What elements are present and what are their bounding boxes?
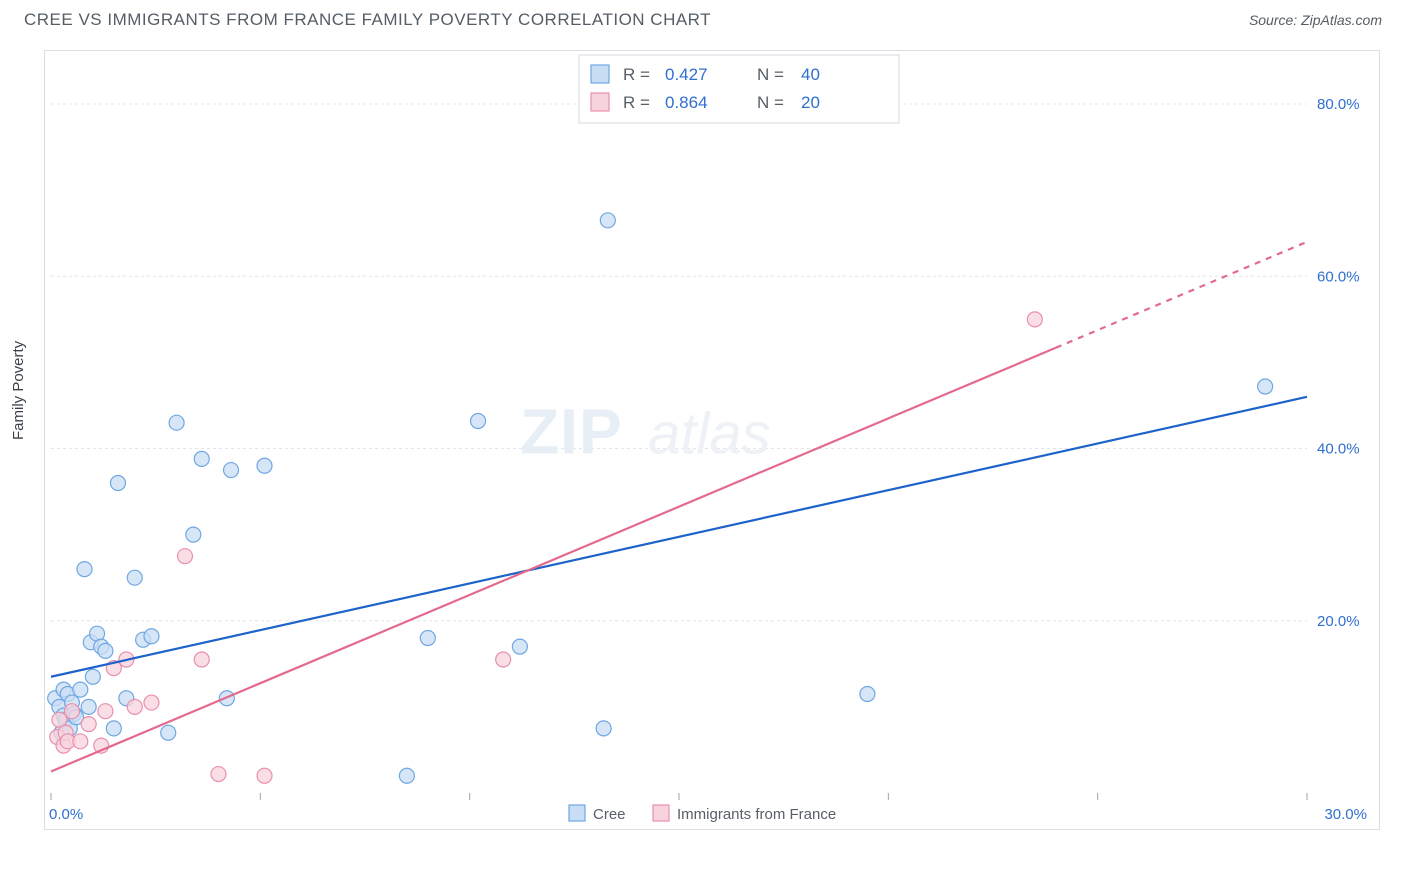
scatter-point-cree [73, 682, 88, 697]
scatter-point-cree [596, 721, 611, 736]
scatter-point-france [144, 695, 159, 710]
stats-n-value: 40 [801, 65, 820, 84]
source-label: Source: [1249, 12, 1301, 28]
chart-title: CREE VS IMMIGRANTS FROM FRANCE FAMILY PO… [24, 10, 711, 30]
bottom-legend-label: Cree [593, 806, 626, 823]
scatter-point-cree [257, 458, 272, 473]
y-tick-label: 80.0% [1317, 96, 1360, 113]
scatter-point-cree [106, 721, 121, 736]
stats-r-label: R = [623, 65, 650, 84]
stats-r-value: 0.864 [665, 93, 708, 112]
stats-n-label: N = [757, 93, 784, 112]
y-tick-label: 60.0% [1317, 268, 1360, 285]
x-tick-label: 30.0% [1324, 806, 1367, 823]
scatter-point-cree [471, 413, 486, 428]
scatter-point-cree [77, 562, 92, 577]
scatter-point-cree [81, 699, 96, 714]
scatter-point-france [127, 699, 142, 714]
scatter-chart-svg: 20.0% 40.0% 60.0% 80.0% 0.0% 30.0% ZIP atlas R =… [45, 51, 1379, 829]
scatter-point-cree [127, 570, 142, 585]
bottom-legend-swatch [569, 805, 585, 821]
scatter-point-cree [600, 213, 615, 228]
y-axis-label: Family Poverty [10, 341, 27, 440]
svg-text:ZIP: ZIP [520, 395, 623, 467]
scatter-point-france [98, 704, 113, 719]
stats-n-value: 20 [801, 93, 820, 112]
scatter-point-cree [85, 669, 100, 684]
source-name: ZipAtlas.com [1301, 12, 1382, 28]
scatter-point-cree [512, 639, 527, 654]
scatter-point-france [211, 767, 226, 782]
stats-n-label: N = [757, 65, 784, 84]
scatter-point-france [1027, 312, 1042, 327]
scatter-point-cree [186, 527, 201, 542]
scatter-point-france [177, 549, 192, 564]
scatter-point-france [81, 717, 96, 732]
stats-r-value: 0.427 [665, 65, 708, 84]
scatter-point-cree [169, 415, 184, 430]
scatter-point-cree [1258, 379, 1273, 394]
source-attribution: Source: ZipAtlas.com [1249, 12, 1382, 28]
bottom-legend-swatch [653, 805, 669, 821]
scatter-point-france [64, 704, 79, 719]
scatter-point-cree [194, 451, 209, 466]
bottom-legend-label: Immigrants from France [677, 806, 836, 823]
scatter-point-cree [98, 643, 113, 658]
scatter-point-cree [420, 630, 435, 645]
scatter-point-france [73, 734, 88, 749]
scatter-point-france [496, 652, 511, 667]
scatter-point-cree [144, 629, 159, 644]
scatter-point-cree [860, 686, 875, 701]
svg-text:atlas: atlas [648, 401, 771, 466]
scatter-point-cree [399, 768, 414, 783]
scatter-point-cree [161, 725, 176, 740]
chart-plot-area: 20.0% 40.0% 60.0% 80.0% 0.0% 30.0% ZIP atlas R =… [44, 50, 1380, 830]
trendline-france-dashed [1056, 242, 1307, 348]
legend-swatch [591, 65, 609, 83]
watermark: ZIP atlas [520, 395, 771, 467]
scatter-point-france [257, 768, 272, 783]
x-tick-label: 0.0% [49, 806, 83, 823]
y-tick-label: 40.0% [1317, 441, 1360, 458]
scatter-point-cree [224, 463, 239, 478]
legend-swatch [591, 93, 609, 111]
stats-r-label: R = [623, 93, 650, 112]
y-tick-label: 20.0% [1317, 613, 1360, 630]
scatter-point-france [194, 652, 209, 667]
scatter-point-cree [110, 475, 125, 490]
